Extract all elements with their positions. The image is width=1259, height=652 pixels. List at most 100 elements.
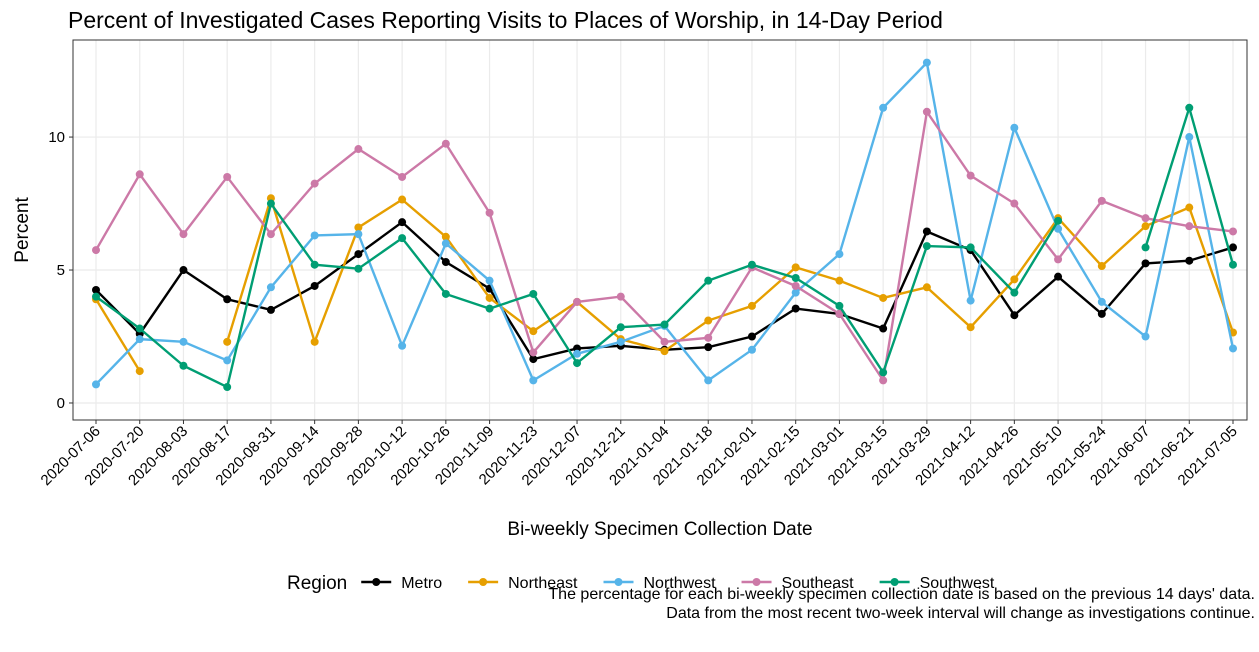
panel (73, 40, 1247, 420)
data-point (747, 260, 756, 269)
data-point (92, 380, 100, 389)
data-point (1185, 103, 1194, 112)
data-point (660, 347, 669, 356)
data-point (1097, 196, 1106, 205)
data-point (179, 230, 188, 239)
data-point (529, 327, 538, 336)
data-point (922, 107, 931, 116)
data-point (1010, 123, 1019, 132)
caption: The percentage for each bi-weekly specim… (548, 586, 1255, 603)
data-point (704, 316, 713, 325)
data-point (1141, 222, 1150, 231)
data-point (310, 231, 319, 240)
data-point (922, 58, 931, 67)
data-point (485, 304, 494, 313)
data-point (135, 367, 144, 376)
data-point (398, 341, 407, 350)
data-point (1185, 256, 1194, 265)
data-point (966, 323, 975, 332)
data-point (354, 250, 363, 259)
data-point (485, 208, 494, 217)
data-point (704, 276, 713, 285)
data-point (1141, 243, 1150, 252)
data-point (791, 281, 800, 290)
data-point (747, 345, 756, 354)
data-point (835, 309, 844, 318)
data-point (441, 289, 450, 298)
data-point (398, 234, 407, 243)
data-point (966, 243, 975, 252)
data-point (354, 230, 363, 239)
legend-dot (890, 578, 899, 586)
data-point (223, 295, 232, 304)
data-point (441, 139, 450, 148)
data-point (704, 333, 713, 342)
data-point (441, 239, 450, 248)
data-point (704, 343, 713, 352)
data-point (573, 359, 582, 368)
legend-label: Metro (401, 575, 442, 592)
data-point (747, 301, 756, 310)
data-point (1229, 260, 1237, 269)
legend-dot (614, 578, 623, 586)
data-point (922, 283, 931, 292)
legend-dot (372, 578, 381, 586)
data-point (747, 332, 756, 341)
data-point (1010, 311, 1019, 320)
data-point (223, 383, 232, 392)
data-point (310, 260, 319, 269)
data-point (529, 355, 538, 364)
legend-label: Southwest (920, 575, 995, 592)
data-point (879, 368, 888, 377)
data-point (1097, 297, 1106, 306)
chart-title: Percent of Investigated Cases Reporting … (68, 7, 943, 33)
data-point (223, 356, 232, 365)
data-point (354, 264, 363, 273)
data-point (879, 324, 888, 333)
data-point (223, 172, 232, 181)
data-point (1141, 332, 1150, 341)
x-axis-label: Bi-weekly Specimen Collection Date (507, 519, 812, 540)
data-point (1185, 133, 1194, 142)
data-point (1185, 222, 1194, 231)
data-point (1054, 224, 1063, 233)
data-point (966, 171, 975, 180)
data-point (179, 266, 188, 275)
data-point (135, 335, 144, 344)
data-point (791, 263, 800, 272)
data-point (179, 337, 188, 346)
data-point (223, 337, 232, 346)
data-point (1141, 214, 1150, 223)
data-point (266, 230, 275, 239)
data-point (485, 293, 494, 302)
data-point (1229, 344, 1237, 353)
legend-dot (752, 578, 761, 586)
legend-label: Northeast (508, 575, 578, 592)
data-point (835, 301, 844, 310)
data-point (1097, 309, 1106, 318)
data-point (266, 283, 275, 292)
data-point (441, 232, 450, 241)
data-point (310, 179, 319, 188)
data-point (1229, 227, 1237, 236)
data-point (135, 170, 144, 179)
legend-label: Northwest (644, 575, 717, 592)
data-point (529, 289, 538, 298)
data-point (573, 349, 582, 358)
legend-dot (479, 578, 488, 586)
data-point (791, 304, 800, 313)
y-axis-label: Percent (12, 197, 33, 263)
data-point (704, 376, 713, 385)
data-point (791, 288, 800, 297)
series-line (226, 194, 1235, 353)
data-point (179, 361, 188, 370)
data-point (616, 323, 625, 332)
data-point (441, 258, 450, 267)
data-point (879, 103, 888, 112)
data-point (660, 337, 669, 346)
series-line (94, 298, 141, 372)
y-tick-label: 5 (57, 262, 65, 279)
data-point (879, 293, 888, 302)
data-point (616, 292, 625, 301)
